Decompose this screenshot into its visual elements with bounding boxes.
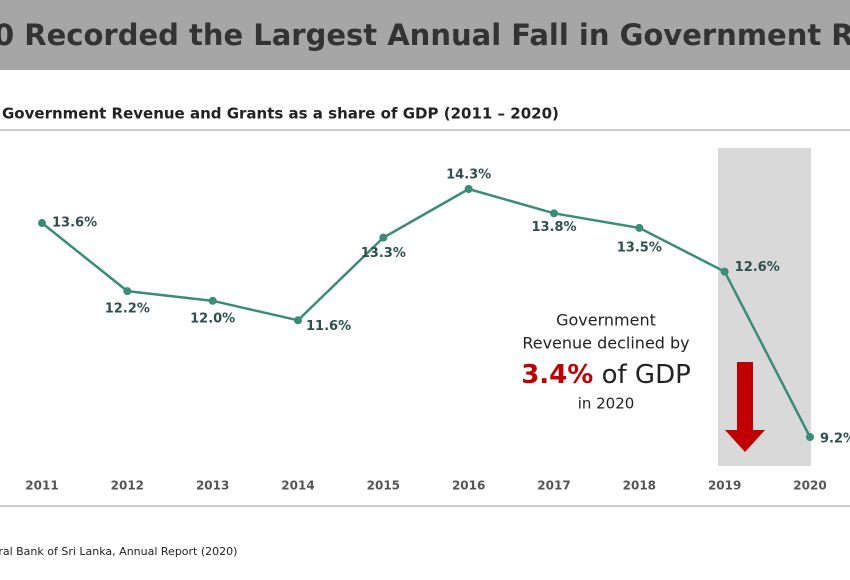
x-tick-label: 2013 bbox=[196, 479, 229, 493]
point bbox=[720, 267, 729, 276]
data-label: 13.3% bbox=[361, 246, 406, 261]
annotation-highlight: 3.4% bbox=[521, 360, 593, 390]
x-tick-label: 2017 bbox=[537, 479, 570, 493]
x-tick-label: 2016 bbox=[452, 479, 485, 493]
data-label: 14.3% bbox=[446, 168, 491, 183]
down-arrow bbox=[725, 362, 765, 452]
x-tick-label: 2018 bbox=[623, 479, 656, 493]
data-label: 13.6% bbox=[52, 216, 97, 231]
point bbox=[123, 287, 132, 296]
annotation: Government bbox=[556, 311, 656, 330]
x-tick-label: 2015 bbox=[367, 479, 400, 493]
x-tick-label: 2020 bbox=[793, 479, 826, 493]
title-bar bbox=[0, 0, 850, 70]
point bbox=[38, 219, 46, 228]
x-tick-label: 2014 bbox=[281, 479, 314, 493]
point bbox=[550, 209, 558, 218]
annotation: 3.4% of GDP bbox=[521, 360, 691, 390]
point bbox=[294, 316, 302, 325]
point bbox=[379, 233, 388, 242]
data-label: 9.2% bbox=[820, 432, 850, 447]
source: tral Bank of Sri Lanka, Annual Report (2… bbox=[0, 545, 237, 558]
point bbox=[208, 296, 217, 305]
point bbox=[806, 433, 814, 441]
data-label: 12.2% bbox=[105, 302, 150, 317]
chart-title: 0 Recorded the Largest Annual Fall in Go… bbox=[0, 18, 850, 52]
x-tick-label: 2019 bbox=[708, 479, 741, 493]
highlight-band bbox=[718, 148, 811, 466]
data-label: 12.0% bbox=[190, 311, 235, 326]
x-tick-label: 2011 bbox=[25, 479, 58, 493]
data-label: 13.8% bbox=[531, 220, 576, 235]
data-label: 13.5% bbox=[617, 240, 662, 255]
annotation: in 2020 bbox=[578, 395, 635, 413]
data-label: 12.6% bbox=[735, 260, 780, 275]
annotation: of GDP bbox=[602, 360, 691, 390]
chart-subtitle: Government Revenue and Grants as a share… bbox=[2, 105, 559, 123]
point bbox=[464, 185, 473, 193]
line bbox=[41, 187, 812, 438]
point bbox=[635, 223, 644, 232]
annotation: Revenue declined by bbox=[522, 334, 689, 353]
data-label: 11.6% bbox=[306, 319, 351, 334]
x-tick-label: 2012 bbox=[111, 479, 144, 493]
